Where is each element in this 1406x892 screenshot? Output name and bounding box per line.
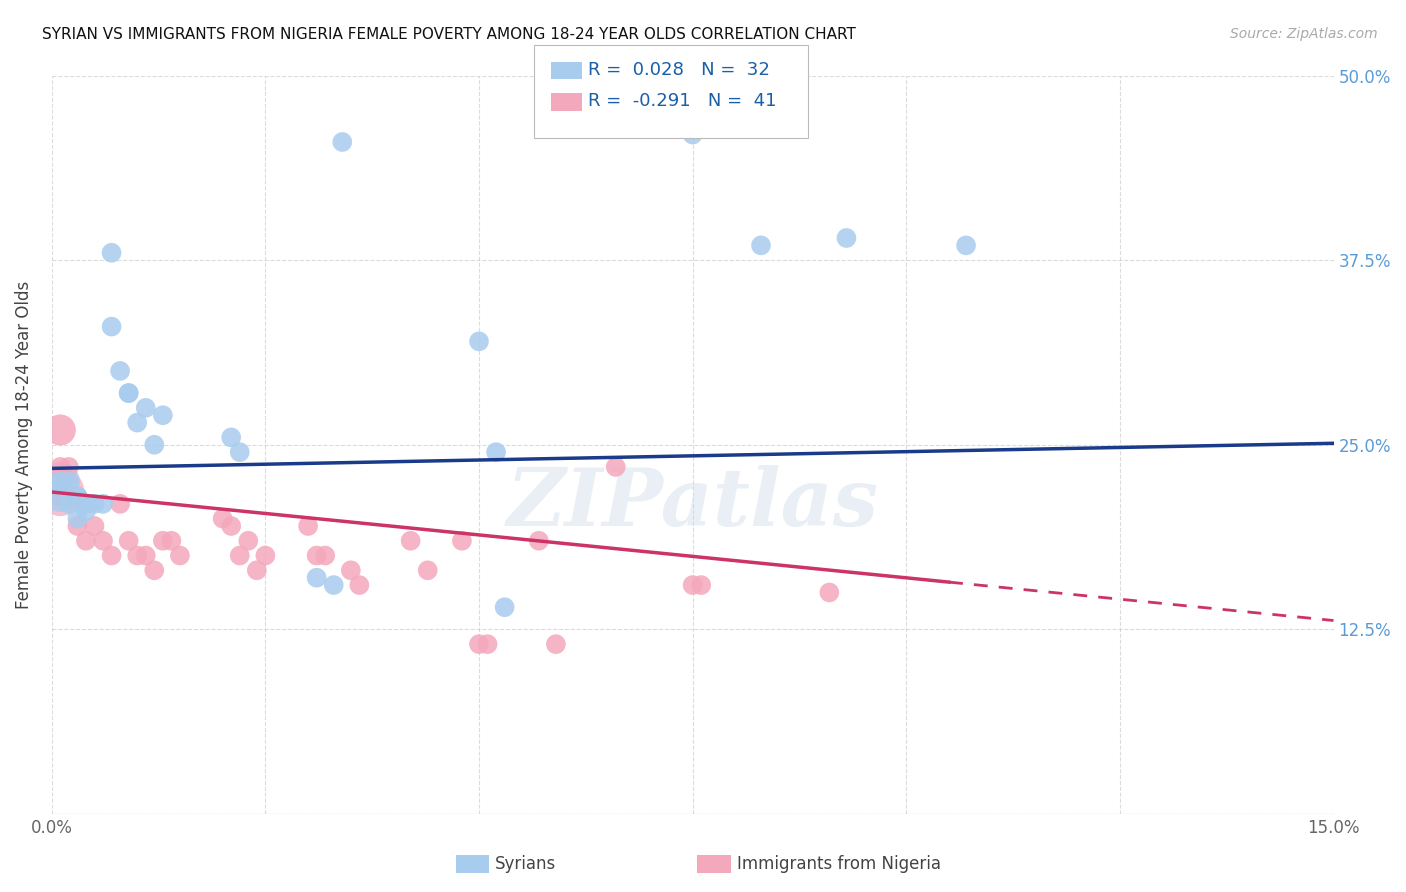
Point	[91, 497, 114, 511]
Point	[818, 585, 841, 599]
Point	[49, 490, 72, 504]
Point	[49, 485, 72, 500]
Point	[152, 533, 174, 548]
Text: Source: ZipAtlas.com: Source: ZipAtlas.com	[1230, 27, 1378, 41]
Text: Syrians: Syrians	[495, 855, 557, 873]
Point	[152, 408, 174, 422]
Point	[135, 401, 157, 415]
Point	[143, 563, 166, 577]
Point	[160, 533, 183, 548]
Point	[66, 519, 89, 533]
Point	[66, 490, 89, 504]
Point	[749, 238, 772, 252]
Point	[330, 135, 353, 149]
Point	[314, 549, 336, 563]
Point	[75, 504, 97, 518]
Point	[605, 459, 627, 474]
Point	[66, 490, 89, 504]
Point	[494, 600, 516, 615]
Point	[127, 416, 149, 430]
Y-axis label: Female Poverty Among 18-24 Year Olds: Female Poverty Among 18-24 Year Olds	[15, 281, 32, 609]
Point	[49, 475, 72, 489]
Point	[49, 475, 72, 489]
Point	[340, 563, 363, 577]
Text: R =  -0.291   N =  41: R = -0.291 N = 41	[588, 92, 776, 110]
Point	[229, 549, 252, 563]
Point	[66, 490, 89, 504]
Point	[322, 578, 344, 592]
Point	[66, 511, 89, 525]
Point	[100, 549, 122, 563]
Point	[100, 319, 122, 334]
Point	[75, 533, 97, 548]
Point	[83, 519, 105, 533]
Point	[83, 497, 105, 511]
Point	[118, 386, 141, 401]
Point	[305, 571, 328, 585]
Point	[254, 549, 277, 563]
Point	[211, 511, 233, 525]
Point	[468, 334, 491, 349]
Point	[58, 459, 80, 474]
Point	[544, 637, 567, 651]
Point	[127, 549, 149, 563]
Text: SYRIAN VS IMMIGRANTS FROM NIGERIA FEMALE POVERTY AMONG 18-24 YEAR OLDS CORRELATI: SYRIAN VS IMMIGRANTS FROM NIGERIA FEMALE…	[42, 27, 856, 42]
Point	[527, 533, 550, 548]
Point	[485, 445, 508, 459]
Point	[219, 519, 242, 533]
Point	[75, 497, 97, 511]
Point	[682, 128, 704, 142]
Point	[305, 549, 328, 563]
Point	[135, 549, 157, 563]
Point	[49, 490, 72, 504]
Point	[49, 459, 72, 474]
Point	[477, 637, 499, 651]
Point	[682, 578, 704, 592]
Point	[229, 445, 252, 459]
Point	[58, 490, 80, 504]
Point	[349, 578, 371, 592]
Point	[399, 533, 422, 548]
Point	[118, 386, 141, 401]
Point	[49, 423, 72, 437]
Point	[690, 578, 713, 592]
Point	[416, 563, 439, 577]
Point	[219, 430, 242, 444]
Text: Immigrants from Nigeria: Immigrants from Nigeria	[737, 855, 941, 873]
Point	[238, 533, 260, 548]
Point	[169, 549, 191, 563]
Text: ZIPatlas: ZIPatlas	[506, 465, 879, 542]
Point	[108, 497, 131, 511]
Point	[468, 637, 491, 651]
Point	[451, 533, 474, 548]
Point	[297, 519, 319, 533]
Point	[108, 364, 131, 378]
Point	[246, 563, 269, 577]
Point	[955, 238, 977, 252]
Point	[58, 497, 80, 511]
Text: R =  0.028   N =  32: R = 0.028 N = 32	[588, 61, 769, 78]
Point	[835, 231, 858, 245]
Point	[58, 475, 80, 489]
Point	[143, 438, 166, 452]
Point	[91, 533, 114, 548]
Point	[100, 245, 122, 260]
Point	[118, 533, 141, 548]
